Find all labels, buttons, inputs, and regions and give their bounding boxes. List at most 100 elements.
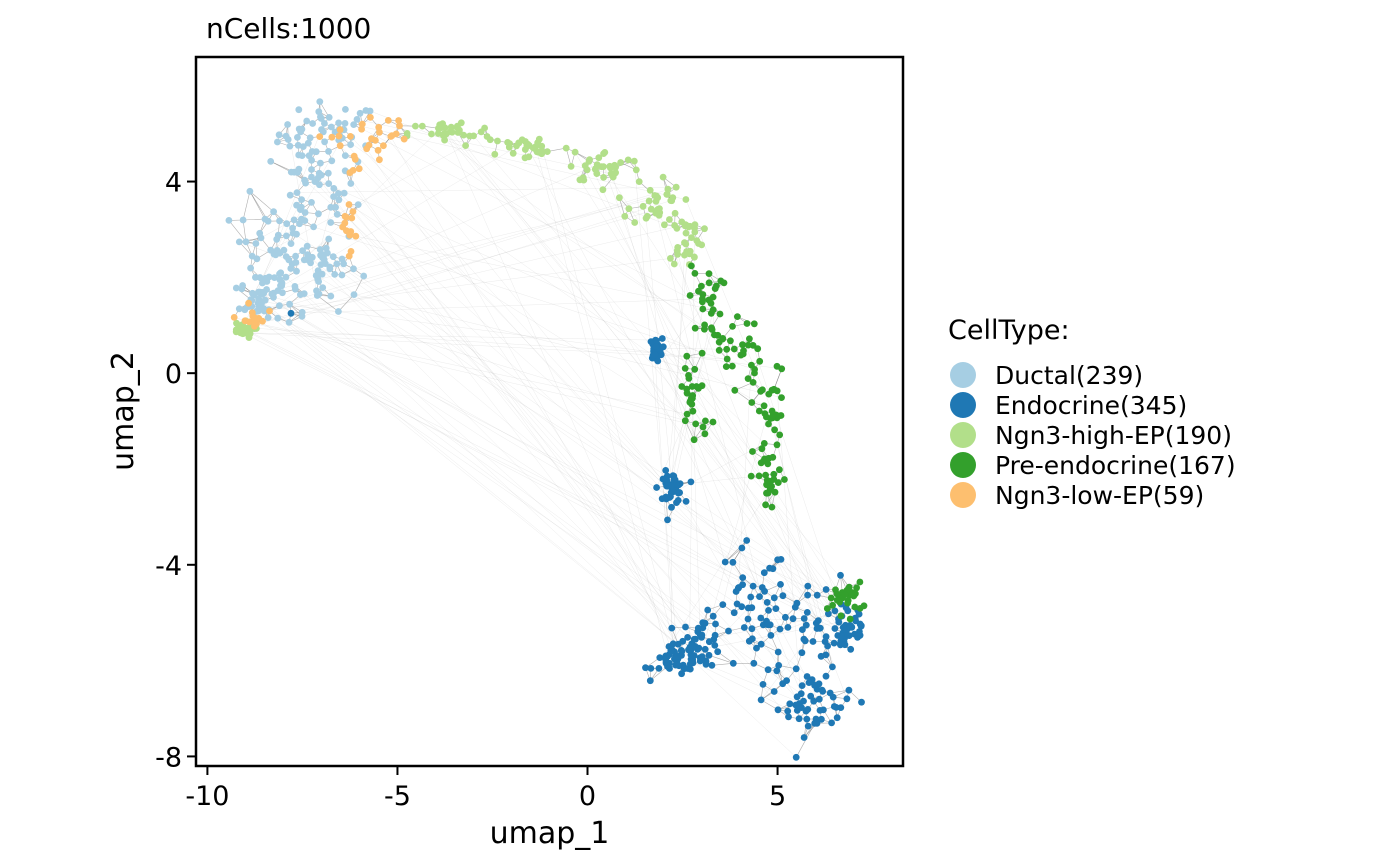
data-point	[329, 253, 337, 261]
data-point	[799, 626, 806, 633]
graph-edge	[256, 208, 660, 325]
data-point	[749, 448, 756, 455]
data-point	[278, 279, 286, 287]
data-point	[702, 417, 709, 425]
graph-edge	[439, 124, 850, 588]
data-point	[860, 602, 868, 610]
data-point	[447, 128, 454, 136]
data-point	[775, 662, 783, 669]
data-point	[293, 189, 301, 197]
data-point	[283, 220, 291, 228]
graph-edge	[265, 258, 671, 311]
data-point	[662, 493, 670, 501]
data-point	[764, 621, 772, 629]
data-point	[776, 625, 784, 633]
data-point	[683, 389, 691, 397]
data-point	[814, 617, 822, 624]
data-point	[678, 647, 686, 655]
data-point	[798, 649, 806, 657]
data-point	[822, 633, 830, 641]
data-point	[326, 265, 334, 273]
data-point	[428, 130, 435, 138]
data-point	[676, 489, 683, 496]
data-point	[338, 271, 346, 279]
data-point	[658, 335, 666, 342]
data-point	[833, 596, 841, 604]
graph-edge	[334, 131, 654, 356]
data-point	[255, 288, 262, 296]
data-point	[277, 269, 285, 277]
data-point	[714, 648, 722, 656]
data-point	[321, 138, 328, 146]
graph-edge	[242, 219, 247, 242]
data-point	[668, 503, 675, 511]
data-point	[271, 274, 278, 281]
data-point	[647, 205, 655, 213]
data-point	[645, 197, 653, 205]
data-point	[347, 133, 354, 140]
graph-edge	[251, 327, 656, 353]
data-point	[305, 256, 312, 264]
data-point	[345, 201, 353, 208]
data-point	[654, 357, 662, 365]
data-point	[673, 499, 680, 506]
data-point	[813, 591, 821, 599]
graph-edge	[341, 164, 598, 276]
legend-label: Ductal(239)	[995, 361, 1143, 390]
data-point	[290, 216, 298, 224]
data-point	[667, 197, 675, 205]
data-point	[232, 326, 240, 334]
data-point	[816, 707, 824, 714]
graph-edge	[337, 214, 775, 692]
data-point	[515, 139, 523, 147]
data-point	[316, 246, 324, 253]
data-point	[384, 117, 392, 124]
data-point	[340, 189, 348, 197]
data-point	[762, 501, 769, 509]
data-point	[705, 279, 713, 287]
legend-label: Pre-endocrine(167)	[995, 451, 1236, 480]
data-point	[585, 158, 593, 165]
graph-edge	[777, 559, 819, 621]
legend-label: Ngn3-low-EP(59)	[995, 481, 1204, 510]
data-point	[342, 106, 349, 113]
data-point	[653, 484, 660, 491]
graph-edge	[316, 275, 840, 603]
data-point	[506, 140, 513, 148]
graph-edge	[334, 131, 789, 628]
graph-edge	[752, 345, 843, 617]
graph-edge	[666, 226, 691, 500]
data-point	[283, 232, 290, 240]
data-point	[309, 120, 316, 127]
data-point	[695, 287, 702, 295]
data-point	[800, 615, 808, 622]
data-point	[308, 199, 315, 206]
data-point	[481, 124, 488, 132]
data-point	[841, 641, 849, 649]
data-point	[257, 234, 265, 242]
data-point	[667, 647, 675, 655]
data-point	[760, 569, 768, 577]
data-point	[663, 482, 671, 490]
graph-edge	[639, 181, 655, 196]
data-point	[705, 651, 713, 659]
data-point	[748, 625, 756, 633]
data-point	[242, 238, 250, 246]
data-point	[769, 453, 777, 461]
data-point	[691, 228, 699, 236]
data-point	[782, 613, 789, 621]
data-point	[454, 129, 462, 136]
data-point	[290, 168, 298, 176]
data-point	[295, 106, 303, 114]
data-point	[310, 223, 317, 231]
data-point	[851, 603, 859, 611]
graph-edge	[661, 354, 819, 621]
data-point	[846, 621, 854, 629]
data-point	[757, 696, 765, 704]
data-point	[523, 142, 531, 150]
graph-edge	[378, 127, 679, 501]
graph-edge	[541, 146, 679, 659]
data-point	[734, 313, 741, 320]
graph-edge	[685, 420, 695, 440]
data-point	[308, 156, 315, 164]
